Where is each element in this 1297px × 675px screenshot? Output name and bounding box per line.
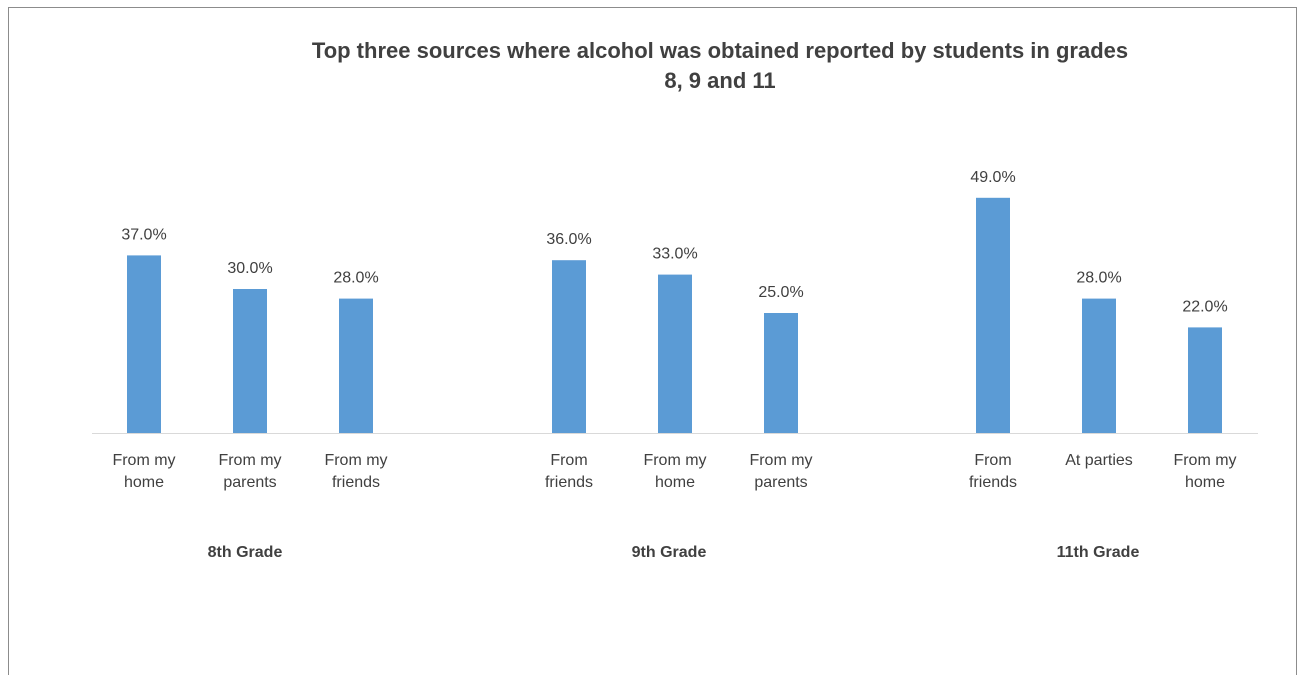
bar <box>658 274 692 433</box>
category-label: From <box>550 452 587 469</box>
group-label: 8th Grade <box>208 544 283 561</box>
data-label: 49.0% <box>970 169 1015 186</box>
category-label: friends <box>332 474 380 491</box>
data-label: 36.0% <box>546 231 591 248</box>
category-label: friends <box>969 474 1017 491</box>
data-label: 28.0% <box>1076 270 1121 287</box>
category-label: From <box>974 452 1011 469</box>
data-label: 37.0% <box>121 226 166 243</box>
chart-title-line-1: Top three sources where alcohol was obta… <box>312 38 1128 63</box>
category-label: At parties <box>1065 452 1133 469</box>
category-label: From my <box>1173 452 1236 469</box>
data-label: 30.0% <box>227 260 272 277</box>
bar <box>764 313 798 433</box>
labels-layer: 37.0% From my home 30.0% From my parents 28.0%… <box>112 169 1236 561</box>
bar <box>976 197 1010 433</box>
bar <box>1082 298 1116 433</box>
bar <box>127 255 161 433</box>
data-label: 33.0% <box>652 246 697 263</box>
category-label: From my <box>324 452 387 469</box>
bar <box>233 289 267 433</box>
data-label: 28.0% <box>333 270 378 287</box>
category-label: home <box>655 474 695 491</box>
category-label: home <box>124 474 164 491</box>
bars-layer <box>127 197 1222 433</box>
category-label: parents <box>754 474 807 491</box>
data-label: 25.0% <box>758 284 803 301</box>
data-label: 22.0% <box>1182 298 1227 315</box>
bar <box>339 298 373 433</box>
category-label: From my <box>218 452 281 469</box>
category-label: parents <box>223 474 276 491</box>
category-label: home <box>1185 474 1225 491</box>
bar <box>552 260 586 433</box>
category-label: From my <box>112 452 175 469</box>
category-label: From my <box>643 452 706 469</box>
category-label: From my <box>749 452 812 469</box>
bar <box>1188 327 1222 433</box>
chart-title-line-2: 8, 9 and 11 <box>664 68 775 93</box>
category-label: friends <box>545 474 593 491</box>
group-label: 11th Grade <box>1057 544 1140 561</box>
group-label: 9th Grade <box>632 544 707 561</box>
